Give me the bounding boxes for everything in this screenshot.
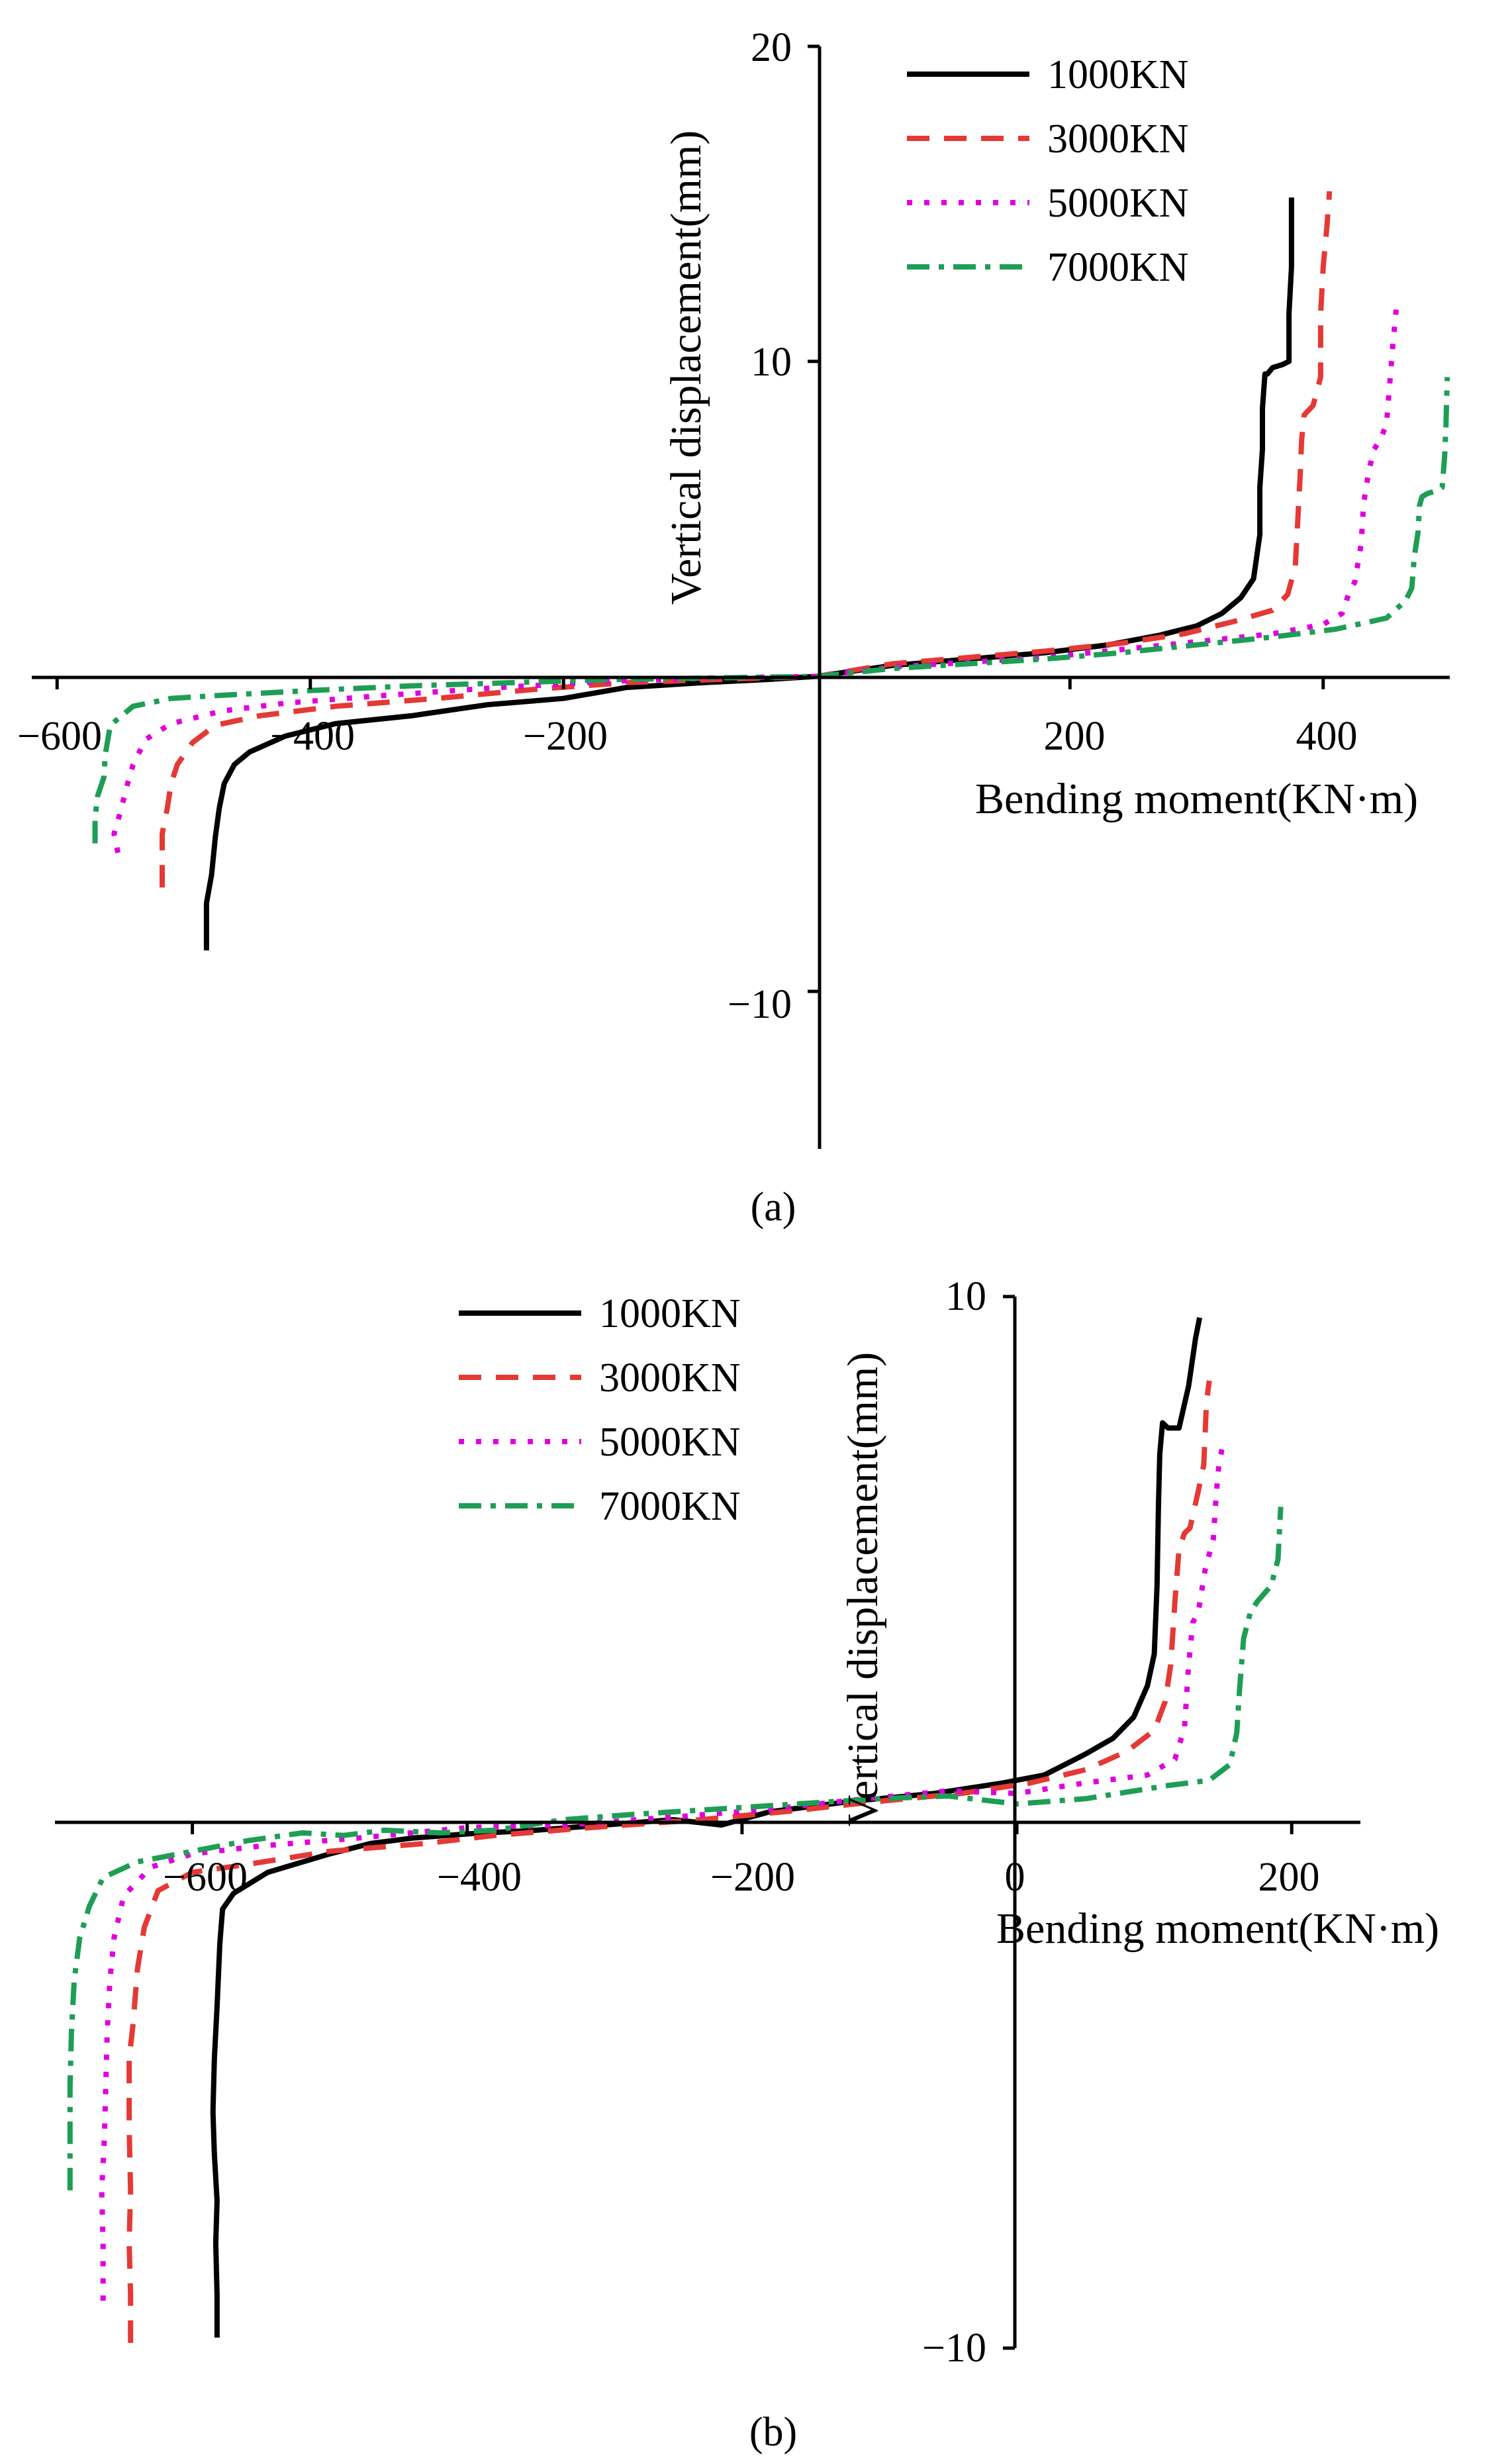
panel-a-ticks [55, 44, 1325, 993]
legend-label-3000kn: 3000KN [599, 1355, 741, 1401]
legend-label-3000kn: 3000KN [1047, 117, 1189, 162]
panel-b-ytick-label: 10 [945, 1274, 986, 1319]
legend-label-1000kn: 1000KN [1047, 52, 1189, 97]
panel-a-ytick-label: 20 [751, 25, 792, 70]
panel-b-chart: −600 −400 −200 0 200 −10 10 Bending mome… [55, 1274, 1439, 2455]
panel-a-xtick-label: 200 [1044, 714, 1106, 759]
panel-b-series-5000kn [99, 1443, 1226, 2301]
panel-b-xtick-label: −400 [437, 1855, 522, 1900]
panel-a-label: (a) [751, 1185, 796, 1230]
panel-a-series-3000kn [160, 191, 1333, 888]
panel-a-series-7000kn [92, 377, 1450, 844]
panel-a-x-axis-title: Bending moment(KN·m) [975, 775, 1418, 823]
panel-b-xtick-label: −200 [710, 1855, 795, 1900]
panel-a-chart: −600 −400 −200 200 400 −10 10 20 Bending… [17, 25, 1450, 1230]
legend-label-5000kn: 5000KN [1047, 181, 1189, 226]
panel-b-xtick-label: 0 [1005, 1855, 1025, 1900]
panel-a-ytick-label: 10 [751, 340, 792, 385]
panel-b-ytick-label: −10 [922, 2326, 986, 2371]
panel-b-series [67, 1317, 1284, 2343]
panel-b-xtick-label: 200 [1258, 1855, 1320, 1900]
panel-a-xtick-label: −200 [523, 714, 608, 759]
legend-label-5000kn: 5000KN [599, 1420, 741, 1465]
panel-b-x-axis-title: Bending moment(KN·m) [996, 1904, 1439, 1953]
panel-b-series-3000kn [126, 1380, 1212, 2343]
panel-a-ytick-label: −10 [728, 982, 792, 1027]
panel-a-xtick-label: −600 [17, 714, 102, 759]
panel-b-ticks [191, 1295, 1294, 2350]
panel-b-y-axis-title: Vertical displacement(mm) [839, 1352, 887, 1827]
panel-a-xtick-label: −400 [270, 714, 355, 759]
panel-b-axes [55, 1297, 1360, 2348]
legend-label-1000kn: 1000KN [599, 1291, 741, 1336]
panel-a-legend: 1000KN 3000KN 5000KN 7000KN [907, 52, 1189, 290]
panel-a-xtick-label: 400 [1296, 714, 1358, 759]
panel-b-xtick-label: −600 [163, 1855, 248, 1900]
panel-b-legend: 1000KN 3000KN 5000KN 7000KN [459, 1291, 741, 1529]
panel-a-y-axis-title: Vertical displacement(mm) [662, 130, 710, 605]
panel-a-axes [32, 46, 1450, 1149]
legend-label-7000kn: 7000KN [599, 1484, 741, 1529]
panel-a-series-5000kn [111, 304, 1399, 854]
panel-b-series-7000kn [67, 1506, 1284, 2191]
panel-a-series [92, 191, 1450, 951]
panel-b-label: (b) [749, 2410, 797, 2455]
panel-b-series-1000kn [210, 1317, 1203, 2338]
legend-label-7000kn: 7000KN [1047, 245, 1189, 290]
panel-a-series-1000kn [203, 197, 1294, 951]
